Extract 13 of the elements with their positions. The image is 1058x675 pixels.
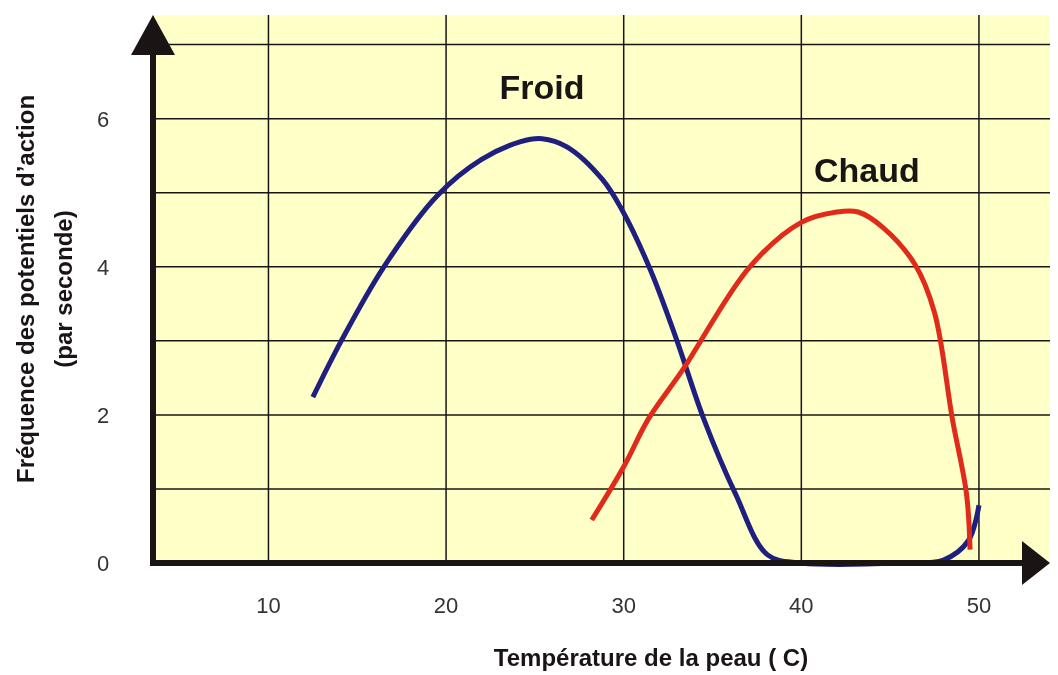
x-tick-label: 10 xyxy=(256,593,281,618)
y-axis-title: Fréquence des potentiels d’action (par seconde) xyxy=(12,94,77,484)
x-tick-label: 30 xyxy=(611,593,636,618)
y-tick-label: 4 xyxy=(96,254,110,280)
y-tick-label: 0 xyxy=(96,551,110,576)
y-tick-label: 2 xyxy=(96,402,110,428)
series-label: Froid xyxy=(499,67,585,106)
series-label: Chaud xyxy=(813,150,920,189)
x-tick-label: 40 xyxy=(789,593,814,618)
x-tick-label: 50 xyxy=(966,593,992,618)
x-tick-label: 20 xyxy=(433,593,459,618)
y-tick-label: 6 xyxy=(96,106,110,132)
x-axis-title: Température de la peau ( C) xyxy=(493,644,809,671)
